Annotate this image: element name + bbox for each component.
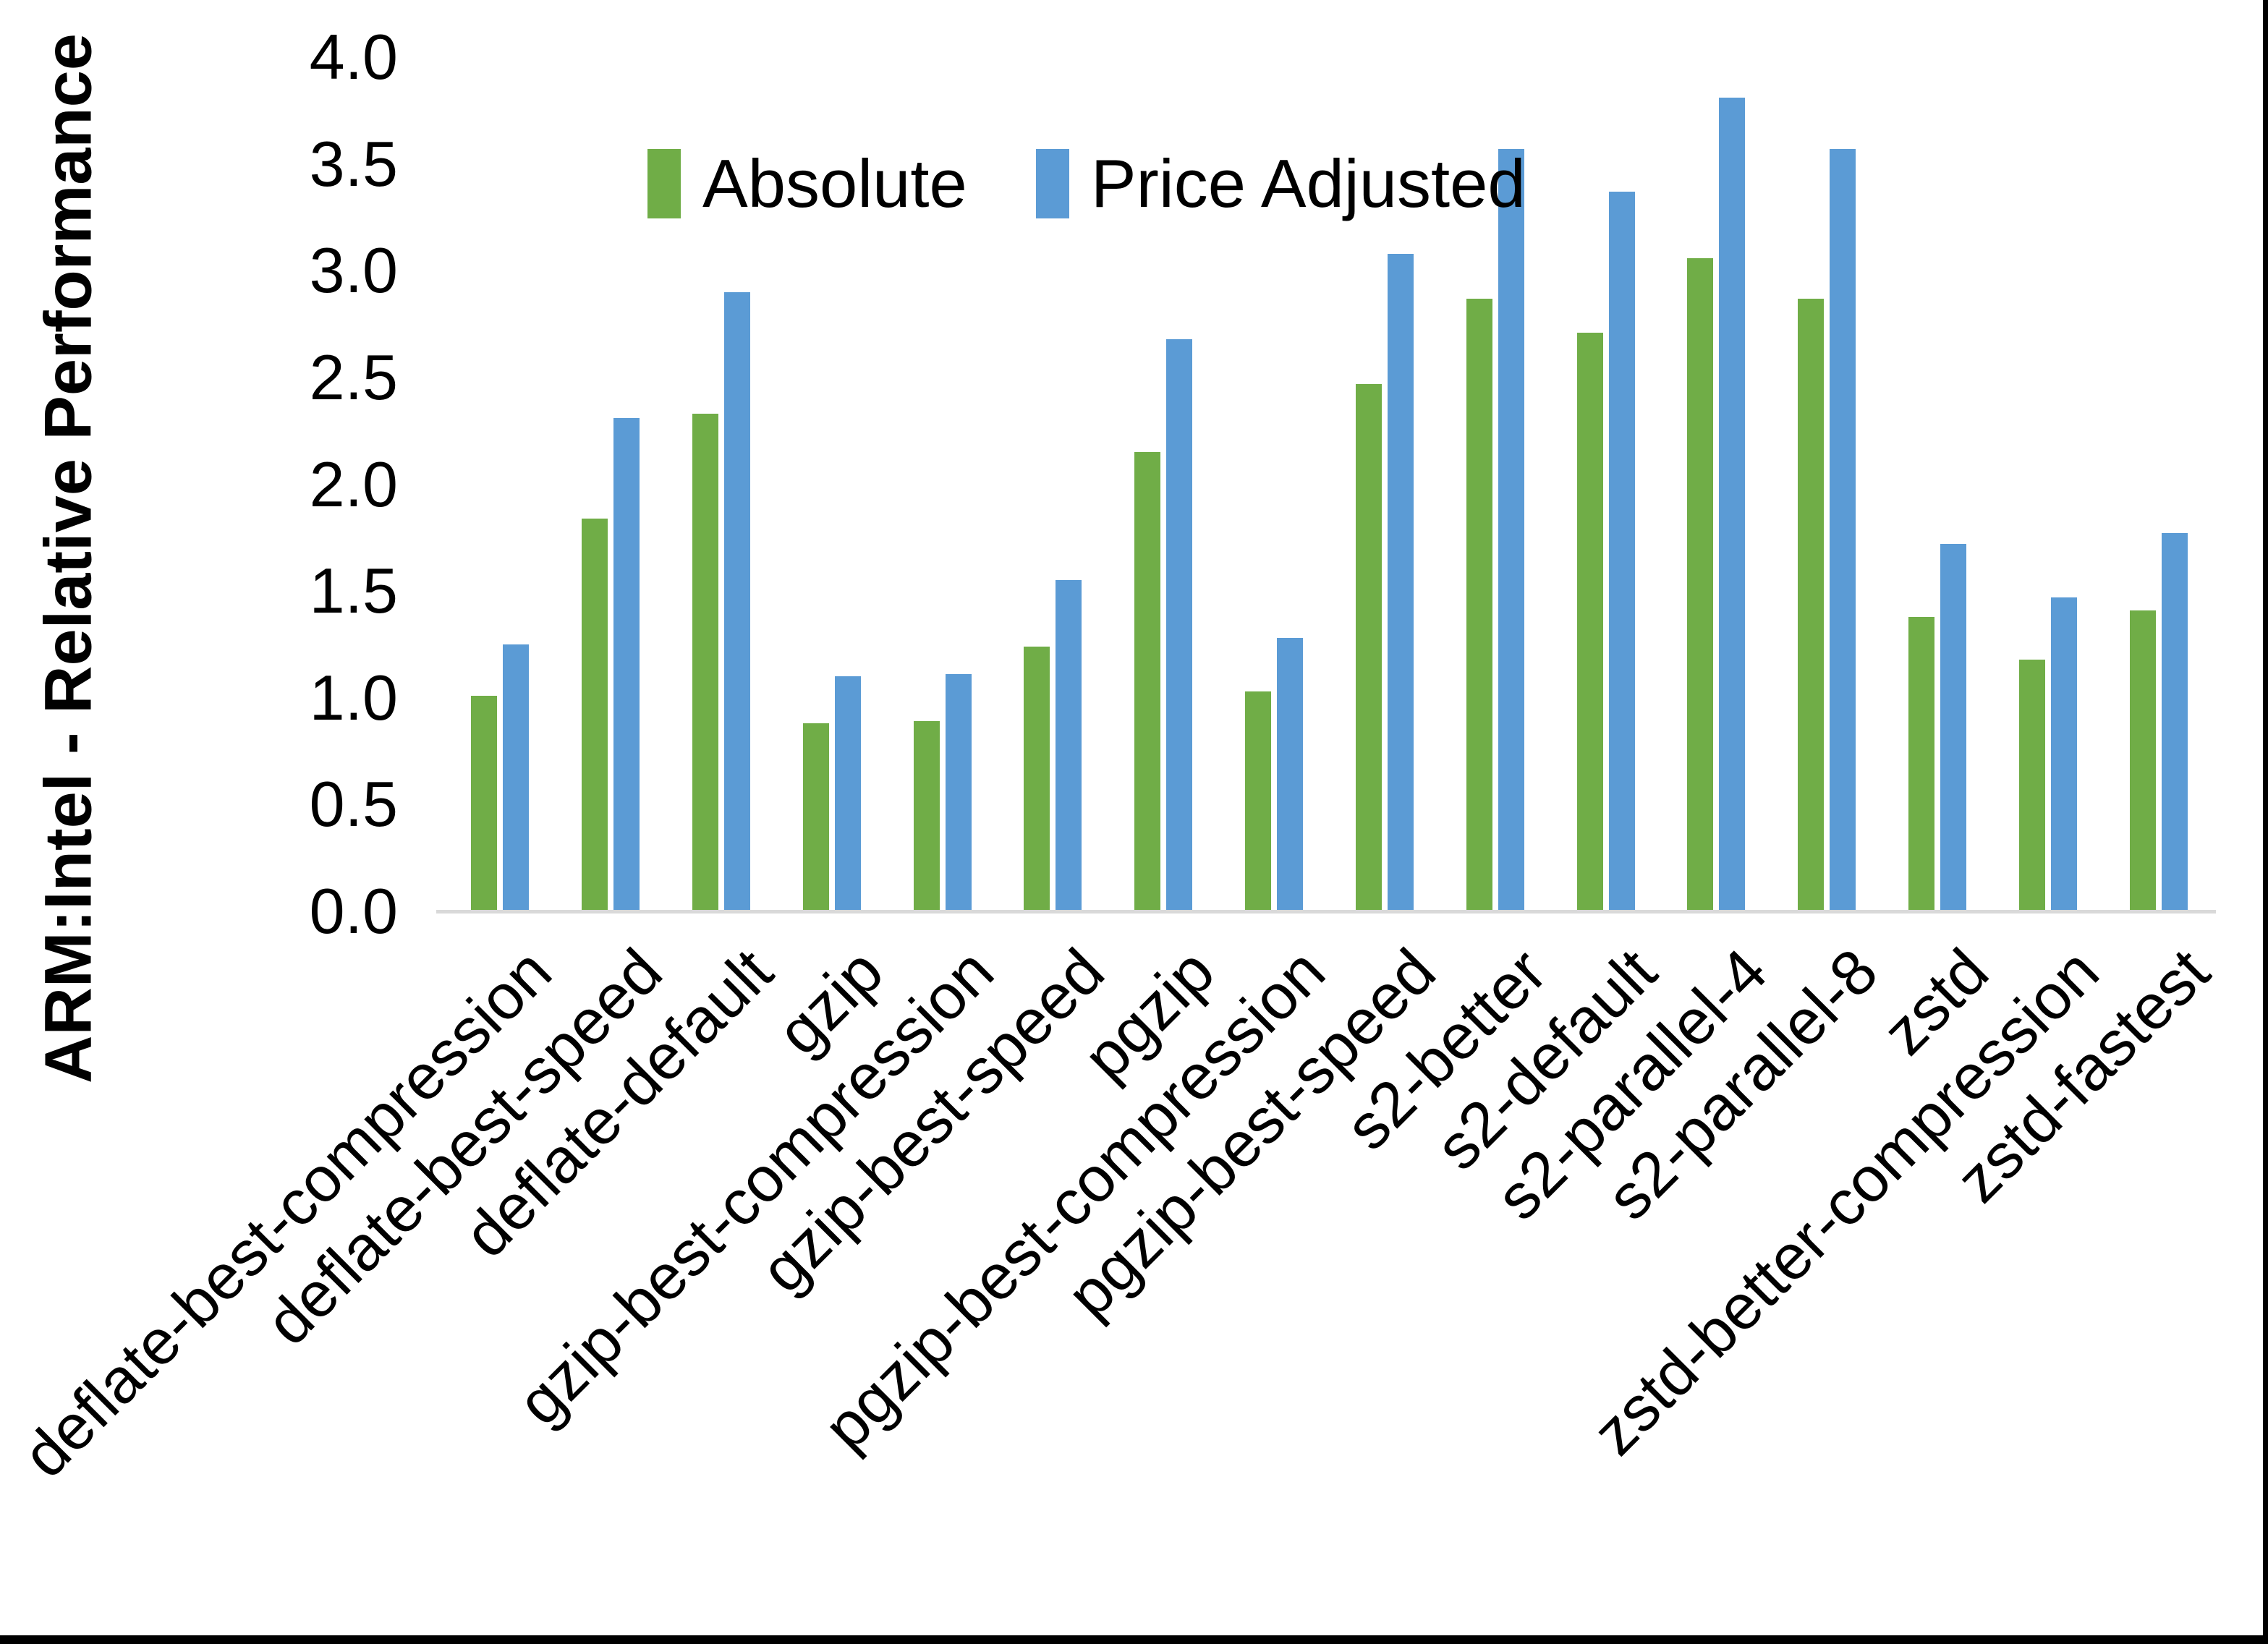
bar-group (1330, 57, 1440, 911)
bar-absolute (1134, 452, 1161, 911)
y-tick-label: 0.0 (309, 875, 398, 947)
bar-price-adjusted (2161, 533, 2188, 911)
bar-group (556, 57, 666, 911)
y-tick-label: 2.0 (309, 448, 398, 520)
bar-group (1661, 57, 1772, 911)
bar-absolute (582, 518, 608, 911)
bar-price-adjusted (1830, 148, 1856, 911)
bar-group (776, 57, 887, 911)
bar-absolute (1576, 332, 1603, 911)
bar-group (1440, 57, 1550, 911)
bar-group (1992, 57, 2103, 911)
bar-absolute (1245, 691, 1272, 911)
bar-absolute (1355, 383, 1382, 911)
bar-price-adjusted (1387, 253, 1414, 911)
bar-group (445, 57, 556, 911)
bar-group (998, 57, 1108, 911)
y-axis-title: ARM:Intel - Relative Performance (31, 33, 106, 1083)
bar-price-adjusted (1940, 544, 1966, 911)
x-axis-line (436, 910, 2216, 913)
bar-group (1219, 57, 1330, 911)
bar-group (887, 57, 998, 911)
legend-swatch-icon (647, 149, 681, 218)
bar-absolute (913, 721, 940, 911)
legend-swatch-icon (1035, 149, 1069, 218)
bar-group (1882, 57, 1993, 911)
bar-absolute (802, 723, 829, 911)
legend-label: Absolute (702, 145, 967, 221)
bar-absolute (1466, 298, 1492, 911)
legend: Absolute Price Adjusted (647, 145, 1526, 223)
legend-item-price-adjusted: Price Adjusted (1035, 145, 1526, 223)
bar-price-adjusted (1719, 98, 1746, 911)
bar-price-adjusted (2050, 597, 2077, 911)
bar-price-adjusted (503, 644, 530, 911)
bar-price-adjusted (1166, 338, 1193, 911)
frame-border-right (2263, 0, 2268, 1644)
y-tick-label: 2.5 (309, 341, 398, 413)
bar-price-adjusted (1056, 580, 1082, 911)
y-tick-label: 3.5 (309, 127, 398, 200)
bar-absolute (1908, 616, 1934, 911)
bar-absolute (2018, 659, 2045, 911)
bar-absolute (471, 695, 498, 911)
y-tick-label: 4.0 (309, 21, 398, 93)
y-tick-label: 1.5 (309, 555, 398, 627)
frame-border-bottom (0, 1635, 2268, 1644)
y-tick-label: 0.5 (309, 768, 398, 840)
bar-price-adjusted (945, 674, 972, 911)
bar-absolute (1798, 298, 1825, 911)
plot-area (445, 57, 2214, 911)
y-tick-label: 3.0 (309, 234, 398, 307)
bar-price-adjusted (724, 291, 751, 911)
bar-absolute (692, 414, 719, 911)
legend-item-absolute: Absolute (647, 145, 967, 223)
bar-absolute (2129, 610, 2156, 911)
bar-group (2103, 57, 2214, 911)
y-tick-label: 1.0 (309, 661, 398, 733)
bar-group (1772, 57, 1882, 911)
bar-price-adjusted (1498, 148, 1524, 911)
bar-price-adjusted (1277, 638, 1304, 911)
bar-absolute (1687, 257, 1714, 911)
bar-price-adjusted (834, 676, 861, 911)
bar-group (1108, 57, 1219, 911)
bar-price-adjusted (1608, 192, 1635, 911)
legend-label: Price Adjusted (1090, 145, 1526, 221)
bar-group (666, 57, 777, 911)
bar-group (1550, 57, 1661, 911)
bar-price-adjusted (613, 417, 640, 911)
bar-absolute (1024, 646, 1050, 911)
